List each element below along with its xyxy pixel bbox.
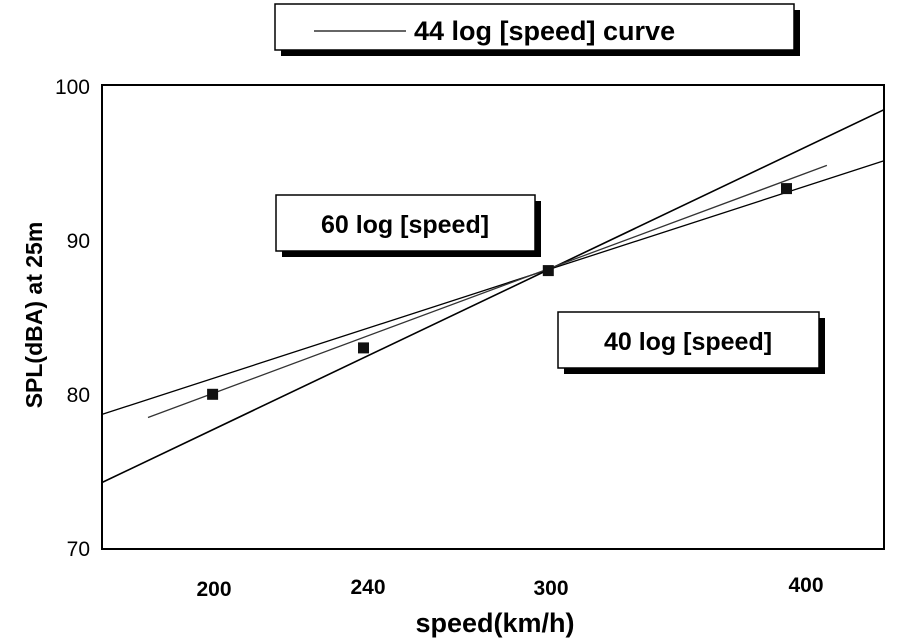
annotation-frame [275, 194, 536, 252]
x-axis-title: speed(km/h) [415, 608, 574, 638]
legend-box: 44 log [speed] curve [274, 3, 800, 56]
x-tick-label: 240 [350, 576, 385, 599]
plot-frame [101, 84, 885, 550]
x-tick-label: 400 [788, 574, 823, 597]
data-point [781, 183, 792, 195]
data-point [358, 342, 369, 354]
y-axis-title: SPL(dBA) at 25m [21, 222, 47, 409]
x-tick-label: 300 [533, 577, 568, 600]
y-tick-label: 80 [67, 384, 90, 407]
data-point [207, 388, 219, 400]
y-tick-label: 70 [67, 538, 90, 561]
annotation-60-log: 60 log [speed] [275, 194, 541, 257]
legend-label: 44 log [speed] curve [414, 16, 675, 46]
y-tick-label: 100 [55, 76, 90, 99]
data-point [542, 265, 554, 277]
legend-box-frame [274, 3, 795, 51]
x-tick-label: 200 [196, 578, 231, 601]
annotation-frame [557, 311, 820, 369]
series-line [101, 108, 885, 484]
annotation-40-log: 40 log [speed] [557, 311, 825, 374]
points-layer [207, 183, 792, 400]
series-line [101, 160, 885, 416]
annotation-label: 60 log [speed] [321, 211, 489, 239]
series-line [147, 164, 828, 419]
y-tick-label: 90 [67, 230, 90, 253]
annotation-label: 40 log [speed] [604, 328, 772, 356]
series-layer [101, 108, 885, 484]
